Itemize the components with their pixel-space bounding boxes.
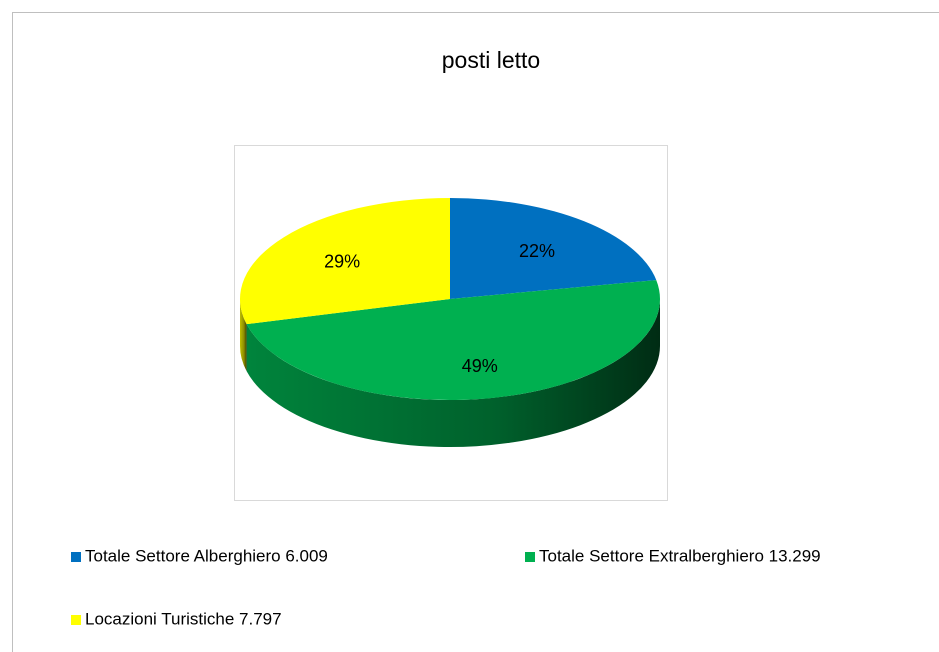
pie-slice xyxy=(246,280,661,401)
chart-title: posti letto xyxy=(442,47,540,73)
plot-area xyxy=(234,145,668,501)
legend-label: Totale Settore Alberghiero 6.009 xyxy=(85,546,328,565)
data-label: 29% xyxy=(324,252,360,272)
legend-label: Locazioni Turistiche 7.797 xyxy=(85,609,282,628)
data-label: 22% xyxy=(519,241,555,261)
pie-slice xyxy=(240,198,450,325)
legend-swatch xyxy=(71,552,81,562)
pie-slice xyxy=(450,198,657,299)
legend-swatch xyxy=(71,615,81,625)
chart-border xyxy=(12,12,939,652)
pie-side xyxy=(240,299,247,372)
pie-side xyxy=(246,299,660,448)
data-label: 49% xyxy=(462,356,498,376)
legend-swatch xyxy=(525,552,535,562)
legend-label: Totale Settore Extralberghiero 13.299 xyxy=(539,546,821,565)
